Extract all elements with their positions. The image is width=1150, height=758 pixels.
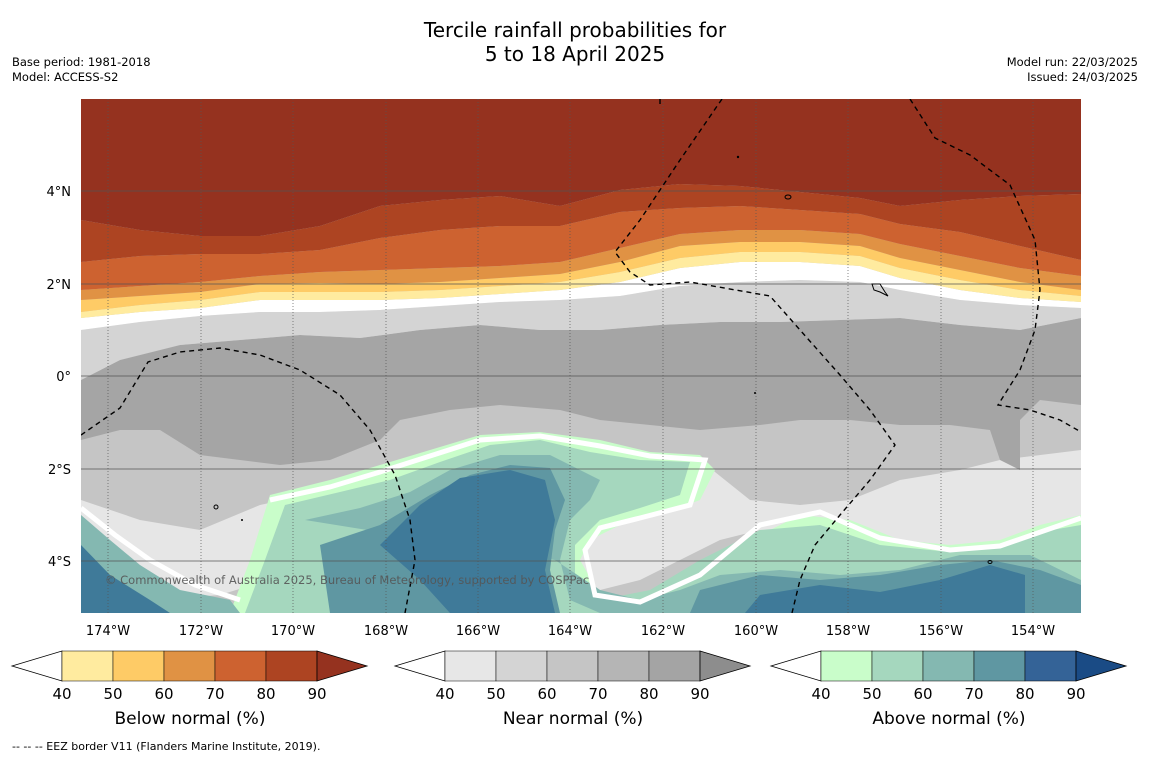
- lon-tick-168w: 168°W: [364, 624, 408, 639]
- below-normal-70-region: [81, 206, 1081, 290]
- lon-tick-172w: 172°W: [179, 624, 223, 639]
- swatch-above-40: [820, 650, 873, 682]
- map-title: Tercile rainfall probabilities for 5 to …: [0, 18, 1150, 66]
- lon-tick-162w: 162°W: [641, 624, 685, 639]
- swatch-near-90: [699, 650, 752, 682]
- cb-near-tick: 60: [537, 685, 556, 703]
- cb-near-tick: 40: [435, 685, 454, 703]
- island-dots: [241, 155, 756, 521]
- metadata-right: Model run: 22/03/2025 Issued: 24/03/2025: [1007, 55, 1138, 85]
- latitude-tick-labels: 4°N 2°N 0° 2°S 4°S: [47, 185, 72, 570]
- longitude-tick-labels: 174°W 172°W 170°W 168°W 166°W 164°W 162°…: [86, 624, 1055, 639]
- swatch-above-70: [973, 650, 1026, 682]
- title-line-2: 5 to 18 April 2025: [484, 42, 666, 66]
- cb-above-tick: 40: [811, 685, 830, 703]
- cb-below-tick: 90: [307, 685, 326, 703]
- model-run-label: Model run: 22/03/2025: [1006, 55, 1138, 69]
- lon-tick-158w: 158°W: [826, 624, 870, 639]
- lat-tick-4s: 4°S: [48, 555, 71, 570]
- white-transition-strip: [81, 262, 1081, 330]
- cb-near-tick: 90: [690, 685, 709, 703]
- swatch-below-80: [265, 650, 318, 682]
- cb-above-tick: 80: [1015, 685, 1034, 703]
- near-normal-60-region: [81, 280, 1081, 380]
- cb-above-tick: 70: [964, 685, 983, 703]
- colorbar-title-near: Near normal (%): [502, 709, 644, 729]
- swatch-above-90: [1075, 650, 1128, 682]
- lon-tick-154w: 154°W: [1011, 624, 1055, 639]
- below-normal-90-region: [81, 99, 1081, 236]
- cb-below-tick: 70: [205, 685, 224, 703]
- latitude-gridlines: [81, 190, 1081, 562]
- white-contour-south: [269, 433, 1081, 605]
- cb-below-tick: 80: [256, 685, 275, 703]
- below-normal-80-region: [81, 184, 1081, 262]
- swatch-below-40: [61, 650, 114, 682]
- cb-near-tick: 50: [486, 685, 505, 703]
- lon-tick-160w: 160°W: [734, 624, 778, 639]
- lat-tick-0: 0°: [56, 370, 71, 385]
- cb-near-tick: 70: [588, 685, 607, 703]
- island-outlines: [213, 194, 993, 564]
- swatch-near-70: [597, 650, 650, 682]
- cb-below-tick: 50: [103, 685, 122, 703]
- model-label: Model: ACCESS-S2: [12, 70, 119, 84]
- swatch-below-90: [316, 650, 369, 682]
- swatch-above-60: [922, 650, 975, 682]
- below-normal-50-region: [81, 242, 1081, 312]
- probability-field: [81, 99, 1081, 613]
- lon-tick-156w: 156°W: [919, 624, 963, 639]
- cb-above-tick: 50: [862, 685, 881, 703]
- above-normal-west-dark-region: [81, 545, 170, 613]
- lat-tick-2s: 2°S: [48, 463, 71, 478]
- cb-near-tick: 80: [639, 685, 658, 703]
- lon-tick-164w: 164°W: [548, 624, 592, 639]
- colorbar-below-normal: 40 50 60 70 80 90: [10, 650, 369, 703]
- lat-tick-4n: 4°N: [47, 185, 72, 200]
- cb-above-tick: 90: [1066, 685, 1085, 703]
- swatch-near-40: [444, 650, 497, 682]
- cb-below-tick: 40: [52, 685, 71, 703]
- swatch-near-60: [546, 650, 599, 682]
- title-line-1: Tercile rainfall probabilities for: [423, 18, 727, 42]
- colorbar-title-above: Above normal (%): [872, 709, 1026, 729]
- metadata-left: Base period: 1981-2018 Model: ACCESS-S2: [12, 55, 151, 85]
- eez-legend-note: -- -- -- EEZ border V11 (Flanders Marine…: [12, 740, 321, 753]
- white-contour-west: [81, 506, 241, 603]
- eez-border-lines: [81, 99, 1081, 613]
- lon-tick-166w: 166°W: [456, 624, 500, 639]
- swatch-below-60: [163, 650, 216, 682]
- lon-tick-174w: 174°W: [86, 624, 130, 639]
- colorbar-title-below: Below normal (%): [114, 709, 266, 729]
- swatch-below-50: [112, 650, 165, 682]
- swatch-near-50: [495, 650, 548, 682]
- copyright-watermark: © Commonwealth of Australia 2025, Bureau…: [105, 573, 589, 587]
- below-normal-40-region: [81, 252, 1081, 318]
- swatch-above-80: [1024, 650, 1077, 682]
- swatch-near-80: [648, 650, 701, 682]
- cb-above-tick: 60: [913, 685, 932, 703]
- lat-tick-2n: 2°N: [47, 278, 72, 293]
- cb-below-tick: 60: [154, 685, 173, 703]
- swatch-above-50: [871, 650, 924, 682]
- colorbar-near-normal: 40 50 60 70 80 90: [393, 650, 752, 703]
- above-normal-80-region: [380, 470, 1025, 613]
- near-normal-80-region: [81, 318, 1081, 470]
- lon-tick-170w: 170°W: [271, 624, 315, 639]
- swatch-below-70: [214, 650, 267, 682]
- below-normal-60-region: [81, 230, 1081, 300]
- base-period-label: Base period: 1981-2018: [12, 55, 151, 69]
- issued-label: Issued: 24/03/2025: [1027, 70, 1138, 84]
- colorbar-above-normal: 40 50 60 70 80 90: [769, 650, 1128, 703]
